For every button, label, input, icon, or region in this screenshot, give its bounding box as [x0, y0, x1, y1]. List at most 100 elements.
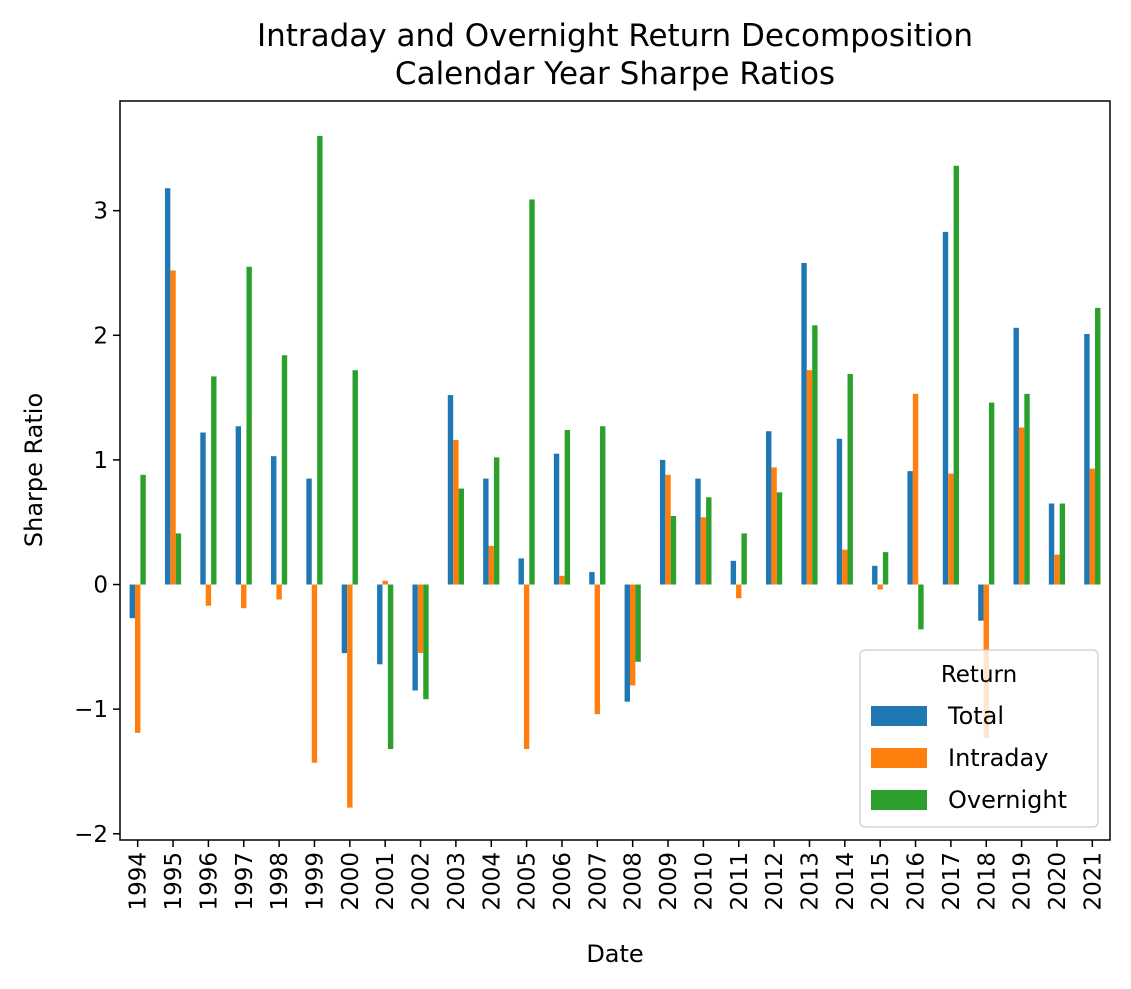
bar-intraday-1995: [170, 270, 176, 585]
bar-intraday-2000: [347, 584, 353, 808]
bar-total-2021: [1084, 334, 1090, 585]
bar-overnight-1997: [246, 266, 252, 585]
bar-total-2016: [907, 471, 913, 585]
bar-overnight-2006: [564, 430, 571, 585]
chart-title: Intraday and Overnight Return Decomposit…: [257, 18, 973, 54]
bar-overnight-2001: [387, 584, 394, 750]
x-tick-label: 2003: [444, 852, 470, 911]
y-tick-label: −2: [74, 822, 108, 848]
bar-overnight-2019: [1024, 393, 1030, 585]
bar-intraday-2004: [488, 545, 494, 585]
x-tick-label: 1995: [161, 852, 187, 911]
bar-total-1999: [306, 478, 312, 585]
bar-total-2019: [1013, 327, 1019, 585]
y-tick-label: 2: [93, 323, 108, 349]
bar-total-2004: [483, 478, 489, 585]
x-tick-label: 2020: [1045, 852, 1071, 911]
bar-total-1997: [235, 426, 242, 585]
bar-total-2010: [695, 478, 701, 585]
bar-total-2002: [412, 584, 418, 691]
y-tick-label: 1: [93, 448, 108, 474]
bar-total-2009: [659, 459, 666, 585]
bar-intraday-2014: [842, 549, 848, 585]
bar-intraday-1998: [276, 584, 282, 600]
bar-overnight-2003: [458, 488, 464, 585]
bar-overnight-1998: [281, 355, 288, 585]
x-tick-label: 2016: [904, 852, 930, 911]
bar-intraday-2010: [700, 517, 707, 585]
bar-intraday-1994: [134, 584, 141, 733]
bar-total-2014: [836, 438, 843, 585]
x-tick-label: 2010: [691, 852, 717, 911]
legend-swatch-intraday: [871, 748, 927, 768]
bar-intraday-2009: [665, 474, 671, 585]
bar-intraday-2012: [771, 467, 777, 585]
bar-total-2015: [872, 565, 878, 585]
bar-total-2012: [766, 431, 772, 585]
bar-intraday-1999: [311, 584, 318, 763]
x-tick-label: 2014: [833, 852, 859, 911]
bar-intraday-2001: [382, 580, 388, 585]
bar-intraday-2011: [736, 584, 742, 599]
x-tick-label: 1994: [126, 852, 152, 911]
bar-total-2017: [942, 231, 949, 585]
bar-overnight-2004: [493, 457, 500, 585]
bar-intraday-2003: [453, 439, 459, 585]
x-tick-label: 1998: [267, 852, 293, 911]
bar-intraday-2006: [559, 575, 565, 585]
bar-total-2006: [553, 453, 560, 585]
x-tick-label: 2009: [656, 852, 682, 911]
bar-intraday-1996: [205, 584, 212, 606]
legend-label-intraday: Intraday: [948, 744, 1048, 772]
legend-label-total: Total: [947, 702, 1004, 730]
bar-total-2001: [377, 584, 383, 665]
x-tick-label: 2007: [585, 852, 611, 911]
legend-swatch-total: [871, 706, 927, 726]
y-axis-label: Sharpe Ratio: [20, 393, 48, 547]
x-tick-label: 2018: [974, 852, 1000, 911]
bar-intraday-2008: [629, 584, 636, 686]
x-tick-label: 2001: [373, 852, 399, 911]
bar-overnight-2005: [529, 199, 535, 585]
x-tick-label: 2015: [868, 852, 894, 911]
bar-total-2003: [447, 395, 454, 585]
x-tick-label: 2004: [479, 852, 505, 911]
y-tick-label: 3: [93, 199, 108, 225]
legend-box: [859, 649, 1099, 828]
legend-title: Return: [941, 662, 1017, 688]
x-tick-label: 2019: [1010, 852, 1036, 911]
bar-intraday-2002: [417, 584, 424, 654]
bar-total-1995: [164, 188, 171, 585]
bar-intraday-2007: [594, 584, 601, 715]
bar-overnight-2008: [635, 584, 641, 662]
y-tick-label: 0: [93, 573, 108, 599]
bar-intraday-2017: [948, 473, 954, 585]
bar-total-1998: [271, 456, 277, 585]
bar-intraday-2020: [1054, 554, 1060, 585]
x-tick-label: 2011: [727, 852, 753, 911]
bar-overnight-2010: [706, 497, 712, 585]
y-tick-label: −1: [74, 697, 108, 723]
x-tick-label: 2012: [762, 852, 788, 911]
bar-overnight-2018: [988, 402, 995, 585]
bar-overnight-1996: [211, 376, 217, 585]
x-tick-label: 2002: [409, 852, 435, 911]
bar-overnight-2021: [1095, 307, 1101, 585]
x-tick-label: 2017: [939, 852, 965, 911]
bar-intraday-2021: [1089, 468, 1096, 585]
bar-total-2011: [730, 560, 737, 585]
bar-total-2018: [978, 584, 984, 621]
chart-subtitle: Calendar Year Sharpe Ratios: [395, 56, 835, 92]
x-tick-label: 1999: [302, 852, 328, 911]
x-tick-label: 2006: [550, 852, 576, 911]
y-axis: −2 −1 0 1 2 3: [74, 199, 120, 848]
bar-overnight-2002: [423, 584, 429, 700]
plot-frame: [119, 100, 1111, 841]
bar-total-2005: [518, 558, 524, 585]
legend-label-overnight: Overnight: [948, 786, 1067, 814]
bar-overnight-2000: [352, 370, 358, 585]
bar-total-2007: [589, 572, 595, 585]
legend-swatch-overnight: [871, 790, 927, 810]
bar-overnight-2011: [741, 533, 747, 585]
